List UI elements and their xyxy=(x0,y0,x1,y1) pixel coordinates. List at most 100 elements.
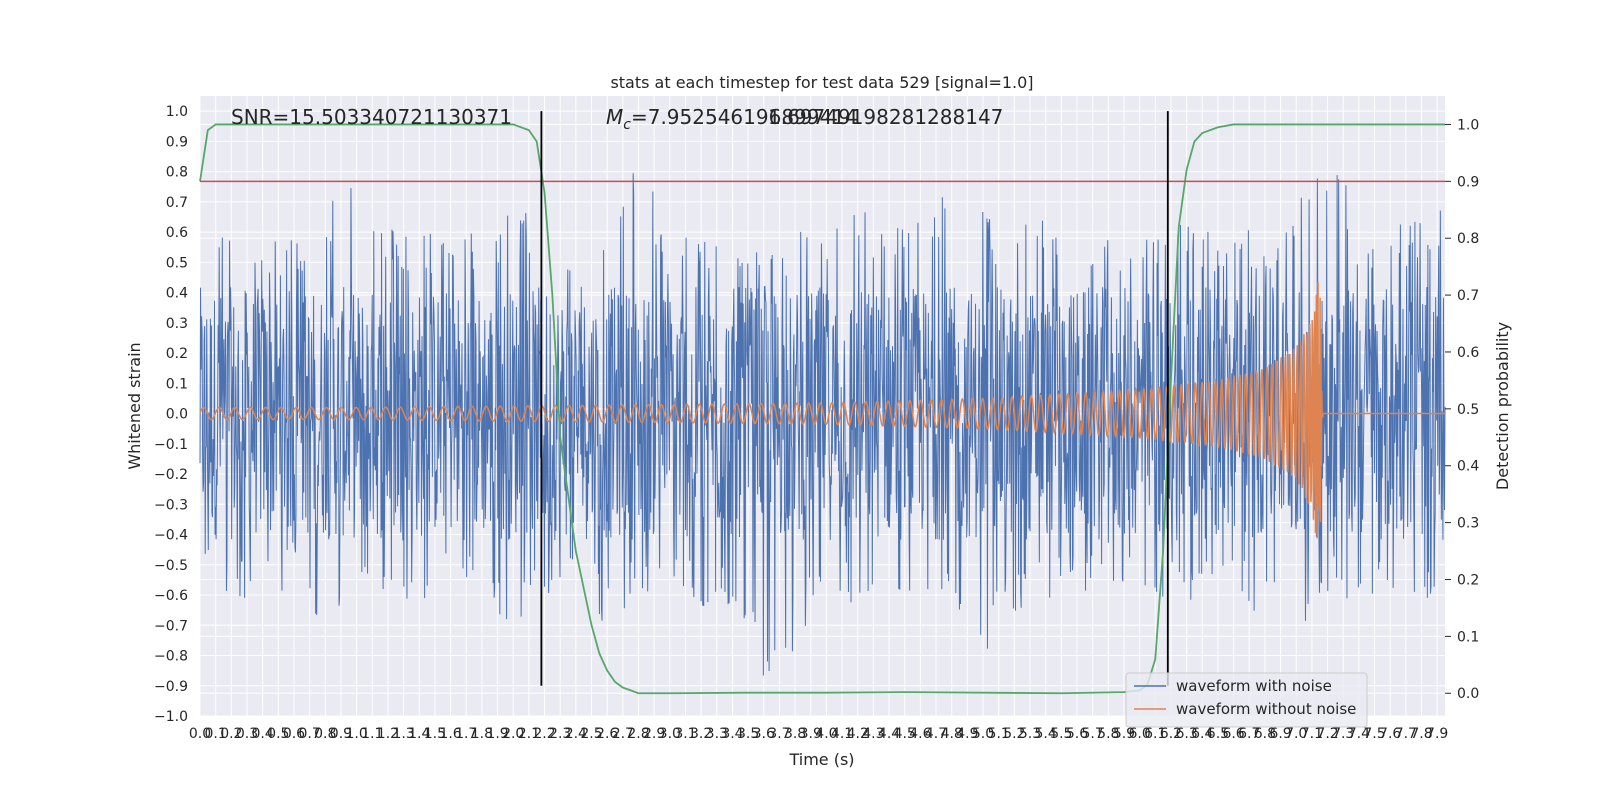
y2-tick-label: 0.8 xyxy=(1457,231,1479,247)
x-tick-label: 0.3 xyxy=(236,726,258,742)
x-tick-label: 3.7 xyxy=(768,726,790,742)
x-tick-label: 4.6 xyxy=(909,726,931,742)
series-detection-probability xyxy=(199,123,1445,695)
x-tick-label: 7.0 xyxy=(1285,726,1307,742)
x-tick-label: 6.3 xyxy=(1175,726,1197,742)
x-tick-label: 2.7 xyxy=(612,726,634,742)
x-tick-label: 4.4 xyxy=(878,726,900,742)
x-tick-label: 1.9 xyxy=(486,726,508,742)
y2-axis-ticks: 0.0 0.1 0.2 0.3 0.4 0.5 0.6 0.7 0.8 0.9 1.0 xyxy=(1445,117,1479,702)
x-tick-label: 0.0 xyxy=(189,726,211,742)
clean-waveform-line xyxy=(199,282,1445,539)
y-tick-label: −1.0 xyxy=(154,709,188,725)
x-tick-label: 3.1 xyxy=(674,726,696,742)
y-tick-label: −0.2 xyxy=(154,467,188,483)
x-tick-label: 5.1 xyxy=(988,726,1010,742)
x-tick-label: 2.3 xyxy=(549,726,571,742)
noise-waveform-line xyxy=(199,173,1446,676)
x-tick-label: 6.7 xyxy=(1238,726,1260,742)
x-tick-label: 1.5 xyxy=(424,726,446,742)
chart-title: stats at each timestep for test data 529… xyxy=(610,73,1033,92)
legend: waveform with noise waveform without noi… xyxy=(1125,672,1368,728)
x-tick-label: 3.4 xyxy=(721,726,743,742)
y-tick-label: −0.6 xyxy=(154,588,188,604)
x-tick-label: 2.9 xyxy=(643,726,665,742)
x-tick-label: 2.1 xyxy=(518,726,540,742)
y-tick-label: 0.9 xyxy=(166,134,188,150)
x-tick-label: 1.1 xyxy=(361,726,383,742)
y-tick-label: 0.8 xyxy=(166,165,188,181)
x-tick-label: 5.3 xyxy=(1019,726,1041,742)
y2-tick-label: 0.2 xyxy=(1457,572,1479,588)
x-tick-label: 1.0 xyxy=(345,726,367,742)
annotation-chirp-mass-subscript: c xyxy=(623,117,631,133)
x-tick-label: 4.3 xyxy=(862,726,884,742)
x-tick-label: 2.8 xyxy=(627,726,649,742)
y-axis-label: Whitened strain xyxy=(125,342,144,469)
x-tick-label: 1.4 xyxy=(408,726,430,742)
y-tick-label: 0.0 xyxy=(166,407,188,423)
x-tick-label: 0.5 xyxy=(267,726,289,742)
x-tick-label: 6.0 xyxy=(1128,726,1150,742)
annotation-snr: SNR=15.503340721130371 xyxy=(231,105,512,129)
y-tick-label: −0.5 xyxy=(154,558,188,574)
y-tick-label: −0.4 xyxy=(154,528,188,544)
y-tick-label: −0.9 xyxy=(154,679,188,695)
x-tick-label: 7.1 xyxy=(1301,726,1323,742)
y2-tick-label: 0.5 xyxy=(1457,402,1479,418)
x-tick-label: 3.8 xyxy=(784,726,806,742)
y2-axis-label: Detection probability xyxy=(1493,322,1512,490)
x-tick-label: 1.3 xyxy=(392,726,414,742)
x-tick-label: 2.5 xyxy=(580,726,602,742)
y-tick-label: 0.3 xyxy=(166,316,188,332)
x-tick-label: 4.9 xyxy=(956,726,978,742)
annotation-overlap: 1.69749198281288147 xyxy=(768,105,1003,129)
x-tick-label: 6.5 xyxy=(1207,726,1229,742)
x-tick-label: 5.5 xyxy=(1050,726,1072,742)
x-tick-label: 7.2 xyxy=(1316,726,1338,742)
x-tick-label: 0.8 xyxy=(314,726,336,742)
y-tick-label: −0.1 xyxy=(154,437,188,453)
vertical-lines xyxy=(540,111,1169,686)
x-axis-ticks: 0.00.10.20.30.40.50.60.70.80.91.01.11.21… xyxy=(189,726,1448,742)
x-tick-label: 3.5 xyxy=(737,726,759,742)
x-tick-label: 7.6 xyxy=(1379,726,1401,742)
y-tick-label: 1.0 xyxy=(166,104,188,120)
x-tick-label: 7.9 xyxy=(1426,726,1448,742)
y-axis-ticks: −1.0 −0.9 −0.8 −0.7 −0.6 −0.5 −0.4 −0.3 −0.2 −0.1… xyxy=(154,104,188,725)
y2-tick-label: 0.4 xyxy=(1457,459,1479,475)
x-tick-label: 3.3 xyxy=(706,726,728,742)
x-tick-label: 5.7 xyxy=(1082,726,1104,742)
x-tick-label: 6.8 xyxy=(1254,726,1276,742)
x-tick-label: 7.4 xyxy=(1348,726,1370,742)
y2-tick-label: 1.0 xyxy=(1457,117,1479,133)
x-tick-label: 4.2 xyxy=(847,726,869,742)
x-tick-label: 7.7 xyxy=(1395,726,1417,742)
x-tick-label: 6.9 xyxy=(1269,726,1291,742)
x-tick-label: 1.6 xyxy=(439,726,461,742)
x-tick-label: 2.4 xyxy=(565,726,587,742)
x-tick-label: 4.8 xyxy=(941,726,963,742)
detection-probability-line xyxy=(199,123,1445,695)
x-tick-label: 4.1 xyxy=(831,726,853,742)
annotation-chirp-mass: Mc=7.952546196899414 xyxy=(606,105,858,133)
annotation-chirp-mass-value: =7.952546196899414 xyxy=(631,105,858,129)
x-tick-label: 3.0 xyxy=(659,726,681,742)
x-tick-label: 1.2 xyxy=(377,726,399,742)
x-tick-label: 4.0 xyxy=(815,726,837,742)
x-tick-label: 5.2 xyxy=(1003,726,1025,742)
x-tick-label: 1.7 xyxy=(455,726,477,742)
y-tick-label: 0.5 xyxy=(166,255,188,271)
x-tick-label: 2.2 xyxy=(533,726,555,742)
x-tick-label: 3.9 xyxy=(800,726,822,742)
y-tick-label: 0.1 xyxy=(166,376,188,392)
y-tick-label: 0.2 xyxy=(166,346,188,362)
x-tick-label: 0.7 xyxy=(298,726,320,742)
y2-tick-label: 0.7 xyxy=(1457,288,1479,304)
y2-tick-label: 0.6 xyxy=(1457,345,1479,361)
y-tick-label: −0.8 xyxy=(154,649,188,665)
y-tick-label: 0.6 xyxy=(166,225,188,241)
series-waveform-without-noise xyxy=(199,282,1445,539)
legend-label-clean: waveform without noise xyxy=(1176,700,1356,718)
